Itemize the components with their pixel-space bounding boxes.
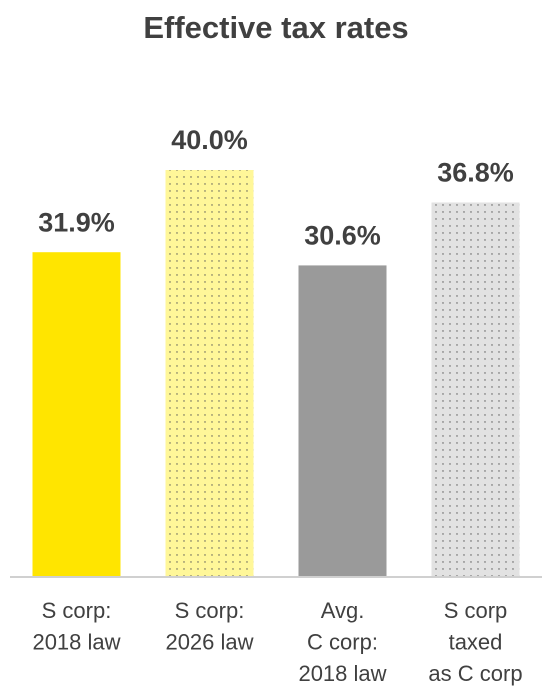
x-tick-label: 2018 law	[32, 629, 120, 654]
value-label: 40.0%	[171, 125, 248, 155]
value-label: 30.6%	[304, 221, 381, 251]
x-tick-label: 2018 law	[298, 661, 386, 686]
x-tick-label: Avg.	[321, 598, 365, 623]
x-tick-label: C corp:	[307, 629, 378, 654]
value-label: 36.8%	[437, 158, 514, 188]
x-tick-label: taxed	[449, 629, 503, 654]
x-tick-label: S corp:	[175, 598, 245, 623]
bar-pattern	[431, 202, 520, 577]
x-tick-label: S corp:	[42, 598, 112, 623]
x-tick-label: 2026 law	[165, 629, 253, 654]
chart-title: Effective tax rates	[143, 10, 408, 45]
bar-pattern	[165, 170, 254, 576]
x-tick-label: S corp	[444, 598, 508, 623]
x-tick-label: as C corp	[428, 661, 522, 686]
value-label: 31.9%	[38, 207, 115, 237]
bar	[32, 252, 121, 576]
bar	[298, 265, 387, 576]
